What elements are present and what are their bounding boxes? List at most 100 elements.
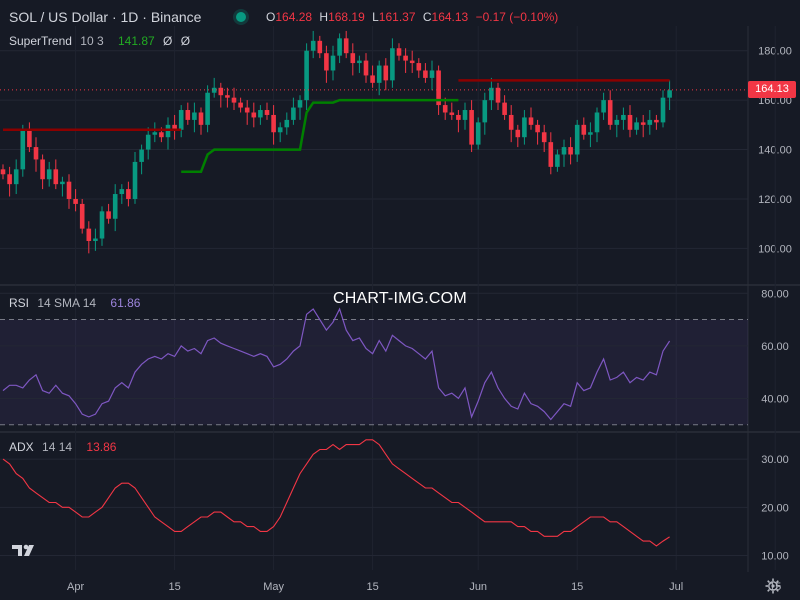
change-value: −0.17 (−0.10%): [475, 10, 559, 24]
candle-body: [337, 38, 342, 56]
candle-body: [185, 110, 191, 120]
adx-legend[interactable]: ADX 14 14 13.86: [9, 440, 121, 454]
candle-body: [383, 65, 389, 81]
candle-body: [581, 124, 587, 135]
candle-body: [403, 55, 408, 61]
candle-body: [647, 119, 653, 125]
candle-body: [231, 97, 237, 103]
adx-tick-label: 10.00: [761, 551, 789, 563]
candle-body: [594, 112, 600, 133]
candle-body: [172, 124, 177, 130]
candle-body: [330, 55, 336, 71]
candle-body: [7, 174, 12, 185]
candle-body: [159, 132, 164, 138]
candle-body: [621, 114, 626, 120]
adx-line: [2, 439, 670, 547]
candle-body: [574, 124, 580, 155]
candle-body: [258, 110, 263, 118]
adx-value: 13.86: [86, 440, 117, 454]
candle-body: [211, 87, 217, 93]
rsi-tick-label: 60.00: [761, 341, 789, 353]
candle-body: [601, 100, 606, 113]
candle-body: [145, 134, 151, 150]
candle-body: [357, 60, 362, 64]
candle-body: [86, 228, 92, 241]
candle-body: [475, 122, 481, 145]
ohlc-readout: O164.28 H168.19 L161.37 C164.13 −0.17 (−…: [266, 10, 562, 24]
open-label: O: [266, 10, 276, 24]
candle-body: [0, 169, 6, 175]
candle-body: [93, 238, 98, 241]
candle-body: [561, 147, 567, 155]
candles-group: [0, 30, 672, 254]
candle-body: [291, 107, 296, 120]
candle-body: [33, 147, 39, 160]
candle-body: [363, 60, 369, 76]
x-axis-label: 15: [366, 581, 378, 593]
candle-body: [139, 149, 144, 162]
candle-body: [178, 110, 184, 130]
candle-body: [568, 147, 573, 155]
supertrend-hidden-icon-2[interactable]: Ø: [180, 34, 191, 48]
candle-body: [99, 211, 105, 239]
adx-params: 14 14: [42, 440, 73, 454]
low-value: 161.37: [378, 10, 416, 24]
x-axis-label: Jul: [669, 581, 683, 593]
candle-body: [324, 53, 329, 71]
candle-body: [40, 159, 45, 180]
candle-body: [264, 110, 270, 115]
close-label: C: [422, 10, 432, 24]
candle-body: [462, 110, 468, 120]
candle-body: [152, 132, 158, 135]
candle-body: [667, 90, 672, 98]
supertrend-line-2: [181, 98, 459, 174]
supertrend-value: 141.87: [117, 34, 155, 48]
candle-body: [396, 48, 402, 56]
candle-body: [370, 75, 375, 83]
candle-body: [660, 97, 666, 123]
candle-body: [304, 50, 309, 101]
candle-body: [271, 114, 276, 133]
high-value: 168.19: [328, 10, 365, 24]
candle-body: [409, 60, 415, 64]
rsi-legend[interactable]: RSI 14 SMA 14 61.86: [9, 296, 145, 310]
candle-body: [436, 70, 441, 106]
symbol-title[interactable]: SOL / US Dollar · 1D · Binance: [9, 9, 202, 25]
candle-body: [225, 95, 230, 98]
x-axis-label: May: [263, 581, 284, 593]
candle-body: [376, 65, 382, 83]
watermark: CHART-IMG.COM: [333, 290, 467, 307]
chart-header: SOL / US Dollar · 1D · Binance: [9, 9, 205, 25]
settings-gear-icon[interactable]: [765, 578, 781, 594]
candle-body: [548, 142, 554, 167]
candle-body: [46, 169, 52, 180]
supertrend-hidden-icon[interactable]: Ø: [163, 34, 173, 48]
candle-body: [284, 119, 290, 128]
rsi-tick-label: 80.00: [761, 288, 789, 300]
candle-body: [20, 129, 26, 170]
candle-body: [423, 70, 428, 78]
supertrend-legend[interactable]: SuperTrend 10 3 141.87 Ø Ø: [9, 34, 195, 48]
candle-body: [53, 169, 59, 185]
candle-body: [640, 122, 646, 125]
candle-body: [482, 100, 488, 123]
candle-body: [456, 114, 461, 120]
candle-body: [60, 181, 65, 185]
rsi-params: 14 SMA 14: [37, 296, 97, 310]
candle-body: [654, 119, 659, 123]
candle-body: [119, 189, 125, 195]
candle-body: [126, 189, 131, 199]
candle-body: [607, 100, 613, 125]
candle-body: [535, 124, 540, 133]
candle-body: [442, 105, 448, 113]
open-value: 164.28: [275, 10, 313, 24]
tradingview-logo-icon[interactable]: [10, 540, 38, 560]
candle-body: [469, 110, 474, 145]
candle-body: [495, 87, 501, 103]
candle-body: [627, 114, 633, 130]
rsi-line: [2, 307, 671, 421]
market-status-icon[interactable]: [236, 12, 246, 22]
candle-body: [297, 100, 303, 108]
candle-body: [634, 122, 639, 130]
